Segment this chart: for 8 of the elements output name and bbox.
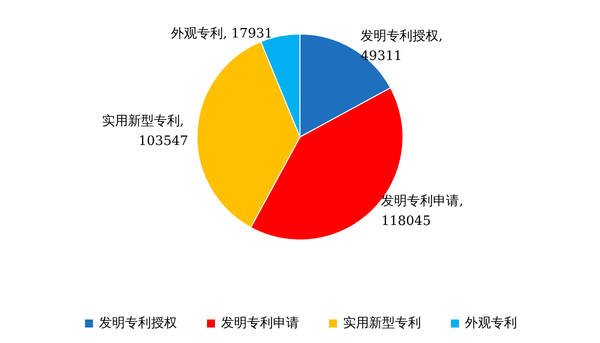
legend-label: 实用新型专利 (343, 316, 421, 331)
data-label: 实用新型专利, 103547 (102, 114, 188, 149)
data-label: 发明专利申请, 118045 (381, 194, 468, 229)
data-label: 发明专利授权, 49311 (360, 29, 447, 64)
data-label: 外观专利, 17931 (171, 26, 273, 42)
legend-label: 发明专利申请 (221, 316, 299, 331)
legend-label: 发明专利授权 (99, 316, 177, 331)
legend-label: 外观专利 (465, 316, 517, 331)
